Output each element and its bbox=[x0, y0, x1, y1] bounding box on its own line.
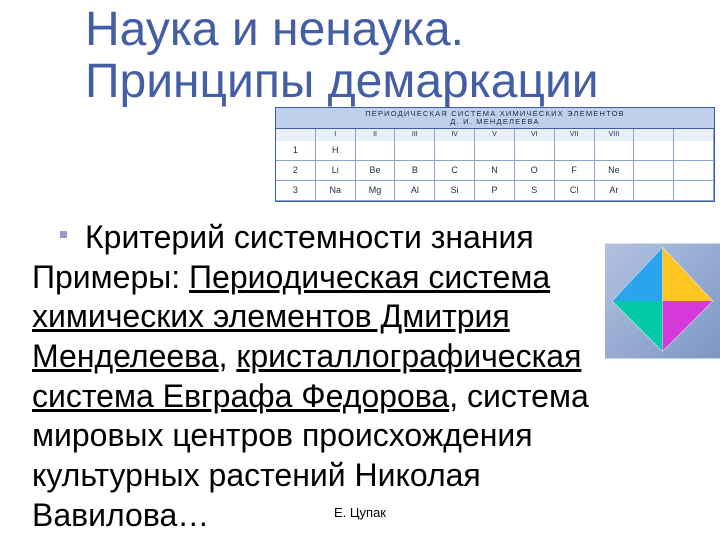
pt-cell bbox=[634, 141, 674, 161]
slide-body: Критерий системности знания Примеры: Пер… bbox=[32, 218, 652, 535]
pt-cell: Cr bbox=[515, 201, 555, 203]
pt-cell: Ca bbox=[356, 201, 396, 203]
pt-cell bbox=[634, 161, 674, 181]
pt-cell: V bbox=[475, 201, 515, 203]
pt-cell: Na bbox=[316, 181, 356, 201]
pt-cell: O bbox=[515, 161, 555, 181]
pt-cell bbox=[475, 141, 515, 161]
pt-cell bbox=[356, 141, 396, 161]
pt-cell: N bbox=[475, 161, 515, 181]
pt-cell: B bbox=[395, 161, 435, 181]
pt-cell: Fe bbox=[595, 201, 635, 203]
pt-cell: H bbox=[316, 141, 356, 161]
pt-cell: Ni bbox=[674, 201, 714, 203]
bullet-square-icon bbox=[60, 231, 67, 238]
periodic-table-header: ПЕРИОДИЧЕСКАЯ СИСТЕМА ХИМИЧЕСКИХ ЭЛЕМЕНТ… bbox=[276, 108, 714, 129]
examples-text: Примеры: Периодическая система химически… bbox=[32, 258, 652, 536]
pt-cell bbox=[674, 161, 714, 181]
pt-cell: Ar bbox=[595, 181, 635, 201]
periodic-table-grid: IIIIIIIVVVIVIIVIII1H2LiBeBCNOFNe3NaMgAlS… bbox=[276, 129, 714, 203]
pt-cell: Al bbox=[395, 181, 435, 201]
pt-cell: Mn bbox=[555, 201, 595, 203]
pt-cell bbox=[674, 141, 714, 161]
pt-cell: C bbox=[435, 161, 475, 181]
pt-cell bbox=[595, 141, 635, 161]
bullet-text: Критерий системности знания bbox=[85, 218, 534, 258]
pt-cell: Mg bbox=[356, 181, 396, 201]
periodic-header-line2: Д. И. МЕНДЕЛЕЕВА bbox=[276, 118, 714, 126]
pt-cell bbox=[515, 141, 555, 161]
pt-cell: Ti bbox=[435, 201, 475, 203]
pt-cell: Si bbox=[435, 181, 475, 201]
pt-cell: 4 bbox=[276, 201, 316, 203]
slide-title: Наука и ненаука. Принципы демаркации bbox=[85, 4, 695, 108]
pt-cell: F bbox=[555, 161, 595, 181]
pt-cell: Co bbox=[634, 201, 674, 203]
pt-cell bbox=[674, 181, 714, 201]
examples-prefix: Примеры: bbox=[32, 259, 189, 295]
pt-cell bbox=[634, 181, 674, 201]
pt-cell: 2 bbox=[276, 161, 316, 181]
pt-cell: Li bbox=[316, 161, 356, 181]
slide-footer: Е. Цупак bbox=[0, 505, 720, 520]
pt-cell: P bbox=[475, 181, 515, 201]
pt-cell bbox=[395, 141, 435, 161]
pt-cell: Ne bbox=[595, 161, 635, 181]
pt-cell: Sc bbox=[395, 201, 435, 203]
pt-cell bbox=[555, 141, 595, 161]
pt-cell: Be bbox=[356, 161, 396, 181]
periodic-table-image: ПЕРИОДИЧЕСКАЯ СИСТЕМА ХИМИЧЕСКИХ ЭЛЕМЕНТ… bbox=[275, 107, 715, 202]
sep-1: , bbox=[219, 338, 237, 374]
pt-cell: K bbox=[316, 201, 356, 203]
pt-cell: 3 bbox=[276, 181, 316, 201]
pt-cell: S bbox=[515, 181, 555, 201]
pt-cell: 1 bbox=[276, 141, 316, 161]
pt-cell bbox=[435, 141, 475, 161]
pt-cell: Cl bbox=[555, 181, 595, 201]
